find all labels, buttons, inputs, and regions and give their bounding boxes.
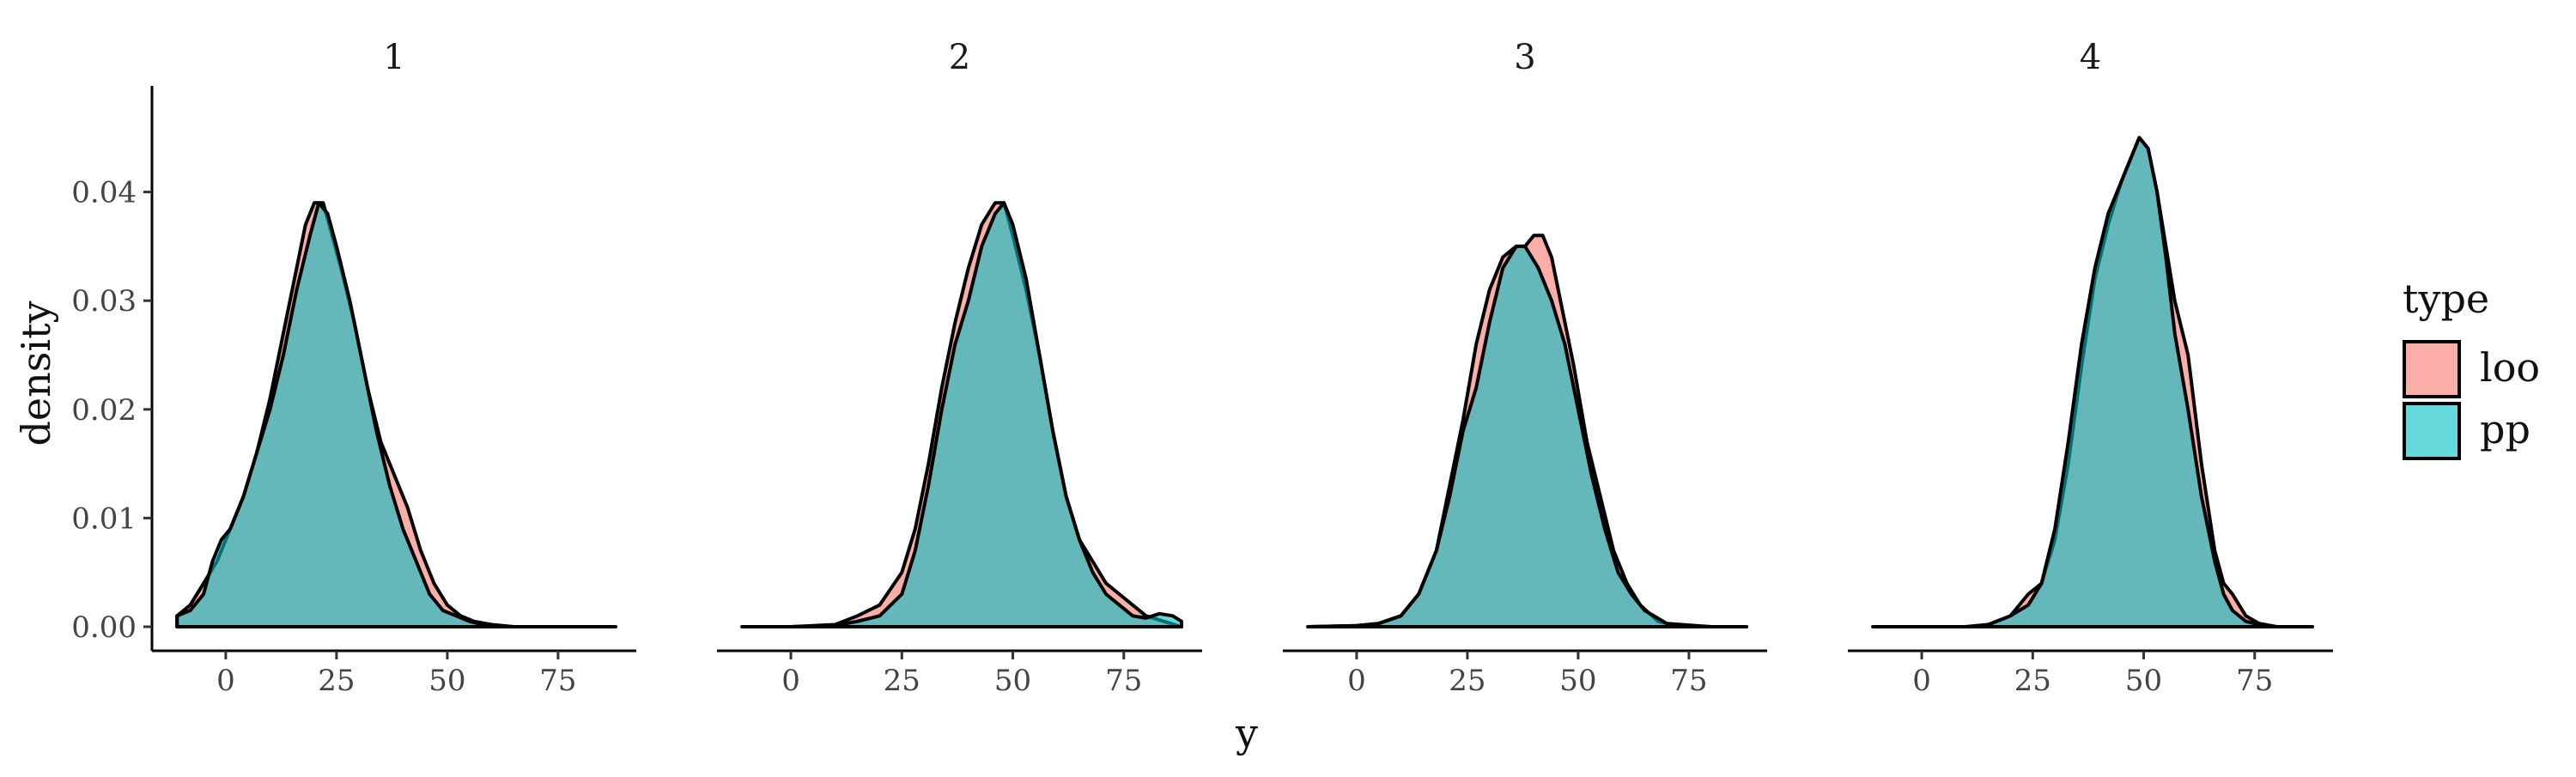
density-area-pp [175, 201, 502, 628]
x-tick-label: 50 [994, 664, 1031, 698]
y-axis-title: density [13, 300, 59, 446]
facet-strip-label: 2 [949, 38, 970, 77]
x-tick-label: 0 [1347, 664, 1366, 698]
x-tick-label: 0 [781, 664, 800, 698]
x-tick-label: 50 [428, 664, 465, 698]
y-tick-label: 0.00 [71, 610, 137, 645]
y-tick-label: 0.02 [71, 393, 137, 428]
density-area-pp [740, 201, 1183, 628]
facet-panel-2: 2 0 25 50 75 [717, 38, 1202, 698]
legend-key-pp [2403, 402, 2461, 460]
y-tick-label: 0.04 [71, 176, 137, 210]
legend-label-pp: pp [2480, 406, 2530, 452]
x-tick-label: 75 [1670, 664, 1707, 698]
legend: type loo pp [2403, 276, 2540, 460]
x-tick-label: 50 [2125, 664, 2162, 698]
facet-strip-label: 1 [383, 38, 404, 77]
x-tick-label: 0 [216, 664, 235, 698]
x-tick-label: 0 [1912, 664, 1931, 698]
x-tick-label: 75 [2236, 664, 2273, 698]
facet-panel-1: 1 0 25 50 75 0.00 0.01 0.02 0.03 0.04 [71, 38, 636, 698]
facet-strip-label: 3 [1514, 38, 1535, 77]
x-tick-label: 50 [1559, 664, 1596, 698]
facets-layer: 1 0 25 50 75 0.00 0.01 0.02 0.03 0.04 2 0 25 50 75 3 0 25… [71, 38, 2333, 698]
density-area-pp [1871, 136, 2314, 628]
legend-label-loo: loo [2480, 344, 2540, 391]
x-tick-label: 25 [884, 664, 920, 698]
x-tick-label: 25 [318, 664, 355, 698]
x-tick-label: 75 [1105, 664, 1142, 698]
x-tick-label: 25 [2014, 664, 2051, 698]
x-tick-label: 75 [539, 664, 576, 698]
legend-key-loo [2403, 340, 2461, 398]
legend-entries: loo pp [2403, 340, 2540, 460]
x-tick-label: 25 [1449, 664, 1485, 698]
facet-panel-4: 4 0 25 50 75 [1848, 38, 2333, 698]
facet-strip-label: 4 [2080, 38, 2101, 77]
density-area-pp [1306, 244, 1748, 628]
legend-title: type [2403, 276, 2489, 322]
facet-panel-3: 3 0 25 50 75 [1283, 38, 1767, 698]
y-tick-label: 0.03 [71, 284, 137, 319]
x-axis-title: y [1235, 710, 1258, 756]
y-tick-label: 0.01 [71, 501, 137, 536]
